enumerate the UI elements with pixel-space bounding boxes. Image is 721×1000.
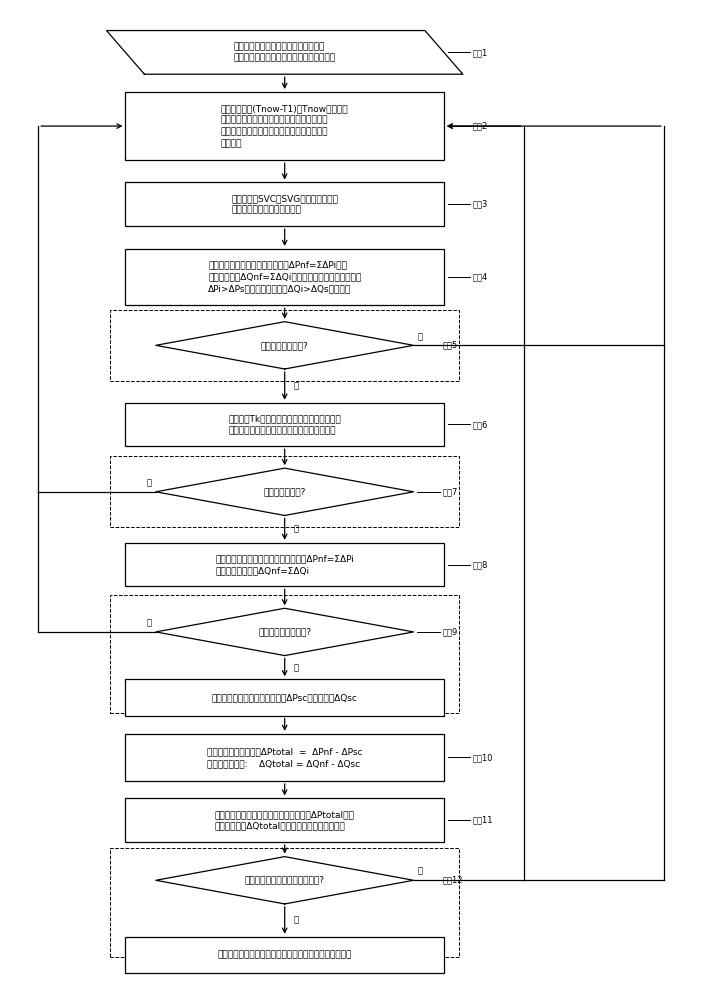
Text: 在风机、风电场和风电汇集站布置可测
量风机、线路、主变和无功设备的控制装置: 在风机、风电场和风电汇集站布置可测 量风机、线路、主变和无功设备的控制装置 (234, 42, 336, 63)
Polygon shape (156, 857, 414, 904)
Text: 利用已有的成熟方法按照系统有功变化量ΔPtotal和系
统无功变化量ΔQtotal进行有功和无功的协调控制: 利用已有的成熟方法按照系统有功变化量ΔPtotal和系 统无功变化量ΔQtota… (215, 810, 355, 831)
Polygon shape (107, 31, 463, 74)
Bar (110, 456, 459, 527)
Text: 否: 否 (147, 478, 152, 487)
Text: 步骤11: 步骤11 (473, 816, 493, 825)
Text: 是: 是 (293, 663, 298, 672)
Text: 计算系统有功变化总量ΔPtotal  =  ΔPnf - ΔPsc
和无功变换总量:    ΔQtotal = ΔQnf - ΔQsc: 计算系统有功变化总量ΔPtotal = ΔPnf - ΔPsc 和无功变换总量:… (207, 747, 363, 768)
Bar (110, 848, 459, 957)
Text: 计算风机、SVC、SVG等无功设备的最
大可调功率与实测功率的差值: 计算风机、SVC、SVG等无功设备的最 大可调功率与实测功率的差值 (231, 194, 338, 215)
Text: 是: 是 (293, 525, 298, 534)
Bar (110, 595, 459, 713)
Bar (125, 798, 444, 842)
Bar (125, 249, 444, 305)
Text: 否: 否 (417, 333, 423, 342)
Text: 调度已下发有功或无功控制命令?: 调度已下发有功或无功控制命令? (244, 876, 324, 885)
Bar (125, 937, 444, 973)
Text: 步骤10: 步骤10 (473, 753, 493, 762)
Text: 否: 否 (147, 618, 152, 627)
Text: 计算故障Tk时刻风电机组、变压器（线路）和
无功设备的电压、电流的有效值和有功、无功: 计算故障Tk时刻风电机组、变压器（线路）和 无功设备的电压、电流的有效值和有功、… (229, 414, 341, 435)
Text: 步骤7: 步骤7 (443, 487, 458, 496)
Bar (125, 543, 444, 586)
Polygon shape (156, 322, 414, 369)
Text: 步骤8: 步骤8 (473, 560, 488, 569)
Text: 计算暂态故障时系统的有功功率变化量ΔPnf=ΣΔPi
和无功功率变化量ΔQnf=ΣΔQi: 计算暂态故障时系统的有功功率变化量ΔPnf=ΣΔPi 和无功功率变化量ΔQnf=… (216, 554, 354, 575)
Bar (125, 182, 444, 226)
Polygon shape (156, 468, 414, 515)
Text: 步骤9: 步骤9 (443, 627, 458, 636)
Text: 步骤4: 步骤4 (473, 273, 488, 282)
Text: 步骤5: 步骤5 (443, 341, 458, 350)
Text: 是: 是 (293, 916, 298, 925)
Text: 步骤2: 步骤2 (473, 122, 488, 131)
Bar (125, 403, 444, 446)
Text: 步骤6: 步骤6 (473, 420, 488, 429)
Text: 否: 否 (417, 867, 423, 876)
Text: 步骤3: 步骤3 (473, 200, 488, 209)
Text: 计算稳态时系统的有功功率变化量ΔPnf=ΣΔPi和无
功功率变化量ΔQnf=ΣΔQi，并计算稳态有功变化量条件
ΔPi>ΔPs和无功变化量条件ΔQi>ΔQs是否: 计算稳态时系统的有功功率变化量ΔPnf=ΣΔPi和无 功功率变化量ΔQnf=ΣΔ… (208, 261, 361, 293)
Text: 元件跳闸有安控措施?: 元件跳闸有安控措施? (258, 627, 311, 636)
Polygon shape (156, 608, 414, 656)
Text: 统计被安控系统切除的有功总量ΔPsc和无功总量ΔQsc: 统计被安控系统切除的有功总量ΔPsc和无功总量ΔQsc (212, 693, 358, 702)
Text: 步骤1: 步骤1 (473, 48, 488, 57)
Bar (110, 310, 459, 381)
Text: 电网发生暂态故障?: 电网发生暂态故障? (261, 341, 309, 350)
Text: 控制装置计算(Tnow-T1)和Tnow时刻风电
机组、线路、主变和无功设备的电压、电流、
有功和无功等电气量，并将电气量上送给上级
控制装置: 控制装置计算(Tnow-T1)和Tnow时刻风电 机组、线路、主变和无功设备的电… (221, 104, 348, 148)
Text: 步骤12: 步骤12 (443, 876, 463, 885)
Text: 故障元件已跳闸?: 故障元件已跳闸? (263, 487, 306, 496)
Bar (125, 92, 444, 160)
Text: 是: 是 (293, 381, 298, 390)
Bar (125, 734, 444, 781)
Text: 利用已有的成熟方法按照调度指令进行有功和无功的控制: 利用已有的成熟方法按照调度指令进行有功和无功的控制 (218, 950, 352, 959)
Bar (125, 679, 444, 716)
